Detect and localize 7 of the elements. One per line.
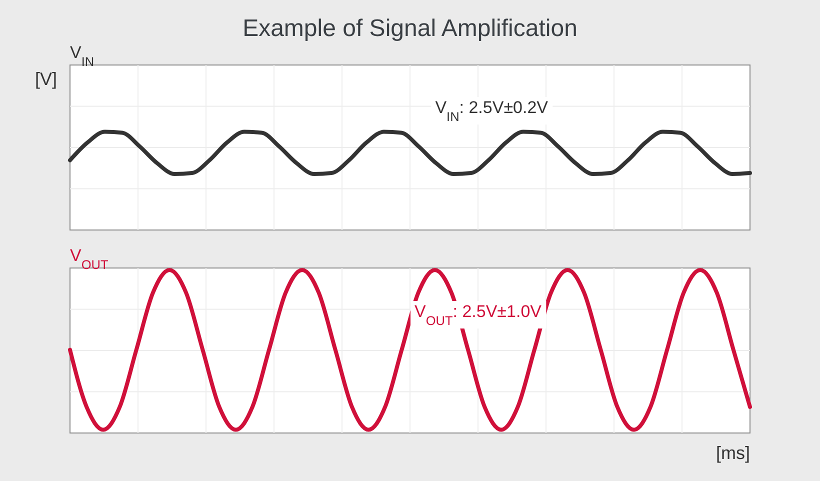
x-axis-title: [ms]	[716, 443, 750, 463]
chart-title: Example of Signal Amplification	[242, 15, 578, 42]
chart-subtitle: V$_{IN}$	[70, 43, 94, 68]
text: V$_{IN}$: 2.5V±0.2V	[435, 98, 549, 124]
chart-title: V$_{OUT}$	[70, 246, 108, 272]
y-axis-title: [V]	[34, 69, 57, 89]
annotation: V$_{OUT}$: 2.5V±1.0V	[414, 302, 542, 328]
